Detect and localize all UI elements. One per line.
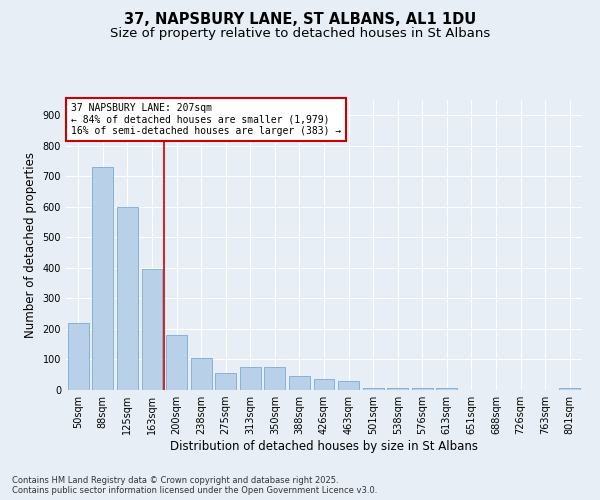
Bar — [362, 388, 383, 390]
X-axis label: Distribution of detached houses by size in St Albans: Distribution of detached houses by size … — [170, 440, 478, 453]
Bar — [92, 167, 113, 390]
Bar — [68, 323, 89, 390]
Bar — [117, 207, 138, 390]
Bar — [166, 335, 187, 390]
Text: 37 NAPSBURY LANE: 207sqm
← 84% of detached houses are smaller (1,979)
16% of sem: 37 NAPSBURY LANE: 207sqm ← 84% of detach… — [71, 103, 341, 136]
Bar — [559, 388, 580, 390]
Bar — [387, 388, 408, 390]
Bar — [289, 376, 310, 390]
Bar — [215, 373, 236, 390]
Bar — [314, 380, 334, 390]
Bar — [338, 381, 359, 390]
Y-axis label: Number of detached properties: Number of detached properties — [24, 152, 37, 338]
Bar — [240, 367, 261, 390]
Bar — [265, 367, 286, 390]
Bar — [191, 358, 212, 390]
Text: 37, NAPSBURY LANE, ST ALBANS, AL1 1DU: 37, NAPSBURY LANE, ST ALBANS, AL1 1DU — [124, 12, 476, 28]
Bar — [412, 388, 433, 390]
Text: Size of property relative to detached houses in St Albans: Size of property relative to detached ho… — [110, 28, 490, 40]
Text: Contains HM Land Registry data © Crown copyright and database right 2025.
Contai: Contains HM Land Registry data © Crown c… — [12, 476, 377, 495]
Bar — [436, 388, 457, 390]
Bar — [142, 270, 163, 390]
